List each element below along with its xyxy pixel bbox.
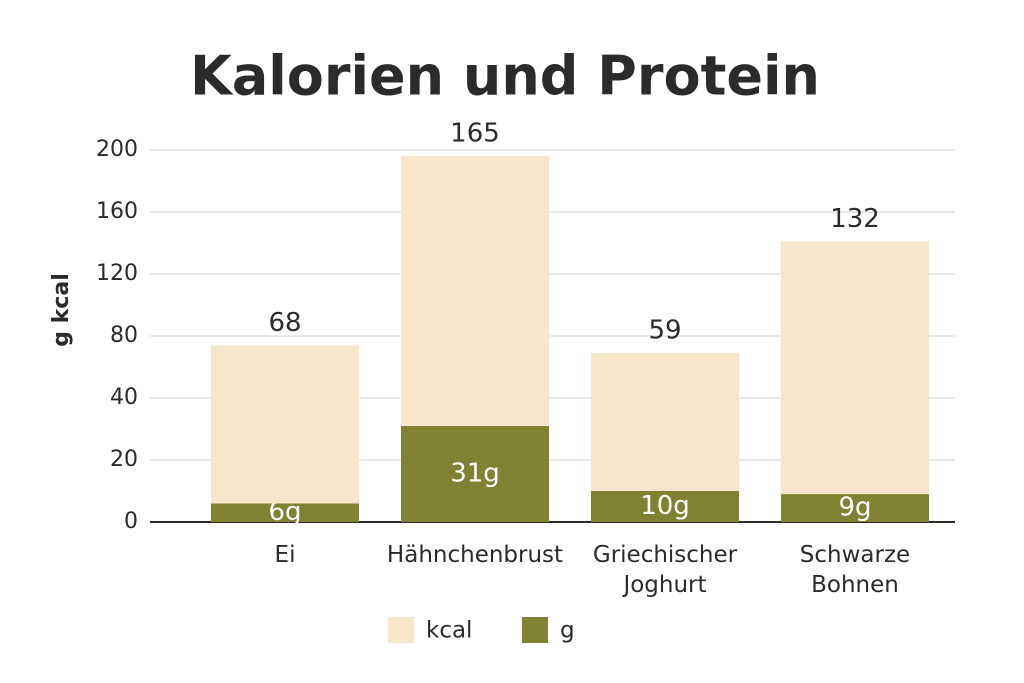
data-label: 9g — [838, 493, 871, 523]
chart-title: Kalorien und Protein — [190, 45, 820, 108]
data-label: 68 — [268, 308, 301, 338]
y-tick-label: 80 — [110, 323, 138, 348]
bar-segment — [211, 345, 359, 504]
legend-label: g — [560, 618, 575, 644]
data-label: 165 — [450, 119, 500, 149]
y-tick-label: 160 — [96, 199, 138, 224]
legend-swatch — [522, 617, 548, 643]
y-tick-label: 200 — [96, 137, 138, 162]
y-tick-label: 120 — [96, 261, 138, 286]
y-tick-label: 0 — [124, 509, 138, 534]
data-label: 10g — [640, 491, 690, 521]
y-axis-label: g kcal — [49, 273, 74, 346]
bar-segment — [401, 156, 549, 426]
x-tick-label: Ei — [274, 542, 296, 568]
bar-segment — [591, 353, 739, 491]
data-label: 31g — [450, 458, 500, 488]
bar-segment — [781, 494, 929, 522]
legend-label: kcal — [426, 618, 472, 644]
x-tick-label: Griechischer Joghurt — [592, 542, 738, 598]
data-label: 59 — [648, 316, 681, 346]
y-tick-label: 20 — [110, 447, 138, 472]
legend-swatch — [388, 617, 414, 643]
x-tick-label: Hähnchenbrust — [386, 542, 564, 568]
y-tick-label: 40 — [110, 385, 138, 410]
x-tick-label: Schwarze Bohnen — [799, 542, 911, 598]
bar-segment — [401, 425, 549, 522]
data-label: 132 — [830, 204, 880, 234]
bar-segment — [211, 503, 359, 522]
bar-segment — [591, 491, 739, 522]
bar-segment — [781, 241, 929, 495]
